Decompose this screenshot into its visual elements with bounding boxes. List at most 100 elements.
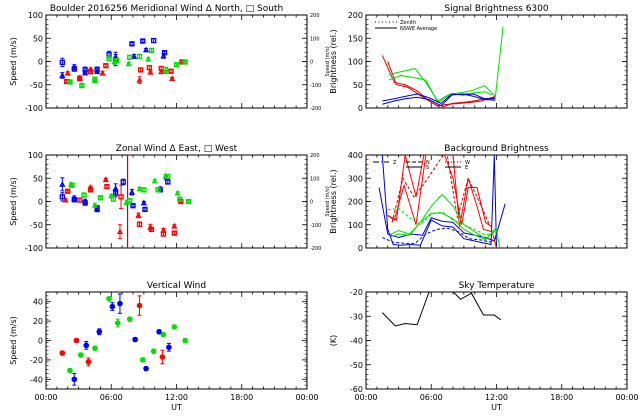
y-tick-label: -100: [25, 244, 43, 253]
x-tick-label: 00:00: [295, 393, 318, 402]
y-tick-label: 0: [38, 58, 43, 67]
data-point-square: [59, 59, 65, 66]
series-line: [388, 74, 493, 104]
x-tick-label: 18:00: [230, 393, 253, 402]
data-point-square: [106, 56, 112, 62]
data-point-square: [129, 41, 135, 47]
y-right-tick-label: -100: [310, 223, 321, 229]
data-point-square: [142, 206, 148, 213]
series-line: [390, 212, 497, 241]
data-point-square: [177, 196, 183, 202]
series-line: [388, 26, 504, 102]
plot-area: [59, 293, 188, 386]
data-point-square: [82, 200, 88, 206]
data-point-triangle: [145, 55, 152, 62]
x-tick-label: 00:00: [34, 393, 57, 402]
vertical-wind-panel: Vertical Wind 00:00 06:00 12:00 18:00 00:00 UT…: [9, 281, 319, 412]
y-tick-label: 0: [358, 104, 363, 113]
data-point-circle: [139, 357, 146, 363]
series-line: [387, 61, 496, 107]
data-point-triangle: [62, 196, 69, 203]
data-point-square: [104, 183, 110, 190]
data-point-triangle: [59, 180, 66, 187]
data-point-square: [79, 83, 85, 89]
data-point-circle: [106, 295, 112, 302]
data-point-circle: [160, 331, 167, 338]
plot-frame: [365, 291, 628, 390]
legend-label: W: [465, 160, 470, 166]
data-point-square: [155, 187, 161, 193]
y-tick-label: -50: [30, 221, 43, 230]
data-point-triangle: [64, 69, 71, 76]
y-axis-label: Brightness (rel.): [329, 29, 338, 93]
data-point-triangle: [136, 185, 143, 192]
y-tick-label: 400: [348, 151, 363, 160]
data-point-square: [137, 67, 144, 73]
data-point-square: [103, 63, 109, 69]
y-axis-label: (K): [329, 335, 338, 347]
x-tick-label: 12:00: [485, 393, 508, 402]
y-right-tick-label: -200: [310, 246, 321, 252]
data-point-circle: [78, 352, 84, 358]
data-point-triangle: [116, 228, 124, 235]
data-point-square: [110, 196, 117, 202]
y-axis-label: Speed (m/s): [9, 177, 18, 226]
data-point-square: [136, 221, 143, 227]
data-point-triangle: [135, 212, 142, 218]
legend-label: N: [426, 160, 430, 166]
series-line: [382, 93, 496, 107]
plot-area: [381, 292, 502, 327]
data-point-square: [146, 64, 152, 71]
data-point-square: [77, 76, 83, 82]
data-point-triangle: [160, 52, 167, 59]
y-tick-label: -40: [350, 337, 363, 346]
data-point-square: [67, 79, 73, 85]
x-tick-label: 12:00: [165, 393, 188, 402]
data-point-square: [168, 68, 174, 74]
panel-title: Zonal Wind Δ East, □ West: [116, 144, 238, 154]
plot-frame: [45, 291, 308, 390]
data-point-triangle: [147, 68, 154, 75]
series-line: [381, 155, 497, 248]
data-point-triangle: [151, 177, 158, 184]
data-point-square: [182, 59, 188, 65]
data-point-square: [127, 197, 133, 204]
data-point-square: [118, 194, 124, 200]
legend-label: Zenith: [400, 20, 416, 26]
panel-title: Boulder 2016256 Meridional Wind Δ North,…: [50, 4, 283, 14]
data-point-square: [87, 187, 94, 193]
y-tick-label: 20: [33, 317, 43, 326]
data-point-square: [114, 57, 120, 64]
data-point-circle: [171, 324, 178, 330]
data-point-triangle: [142, 46, 150, 53]
data-point-square: [141, 187, 147, 193]
y-tick-label: 50: [33, 34, 43, 43]
data-point-square: [173, 62, 180, 68]
data-point-square: [112, 190, 119, 196]
data-point-square: [185, 198, 192, 205]
y-axis-label: Brightness (rel.): [329, 169, 338, 233]
y-right-tick-label: 200: [310, 13, 320, 19]
data-point-circle: [166, 344, 172, 351]
data-point-square: [136, 53, 143, 60]
y-right-axis-label: Speed (m/s): [325, 46, 331, 76]
data-point-square: [148, 226, 155, 233]
panel-title: Background Brightness: [444, 144, 549, 154]
y-tick-label: 300: [348, 174, 363, 183]
data-point-circle: [109, 303, 116, 310]
data-point-circle: [136, 302, 143, 309]
y-tick-label: 0: [358, 244, 363, 253]
data-point-square: [81, 192, 87, 198]
x-tick-label: 00:00: [354, 393, 377, 402]
data-point-triangle: [171, 222, 178, 229]
data-point-square: [162, 66, 169, 73]
y-tick-label: 0: [38, 337, 43, 346]
data-point-circle: [92, 345, 98, 352]
data-point-square: [171, 230, 177, 236]
y-tick-label: 150: [348, 34, 363, 43]
data-point-circle: [96, 328, 103, 335]
y-right-tick-label: -200: [310, 106, 321, 112]
data-point-circle: [67, 367, 73, 374]
y-tick-label: 100: [28, 151, 43, 160]
data-point-square: [59, 194, 65, 200]
